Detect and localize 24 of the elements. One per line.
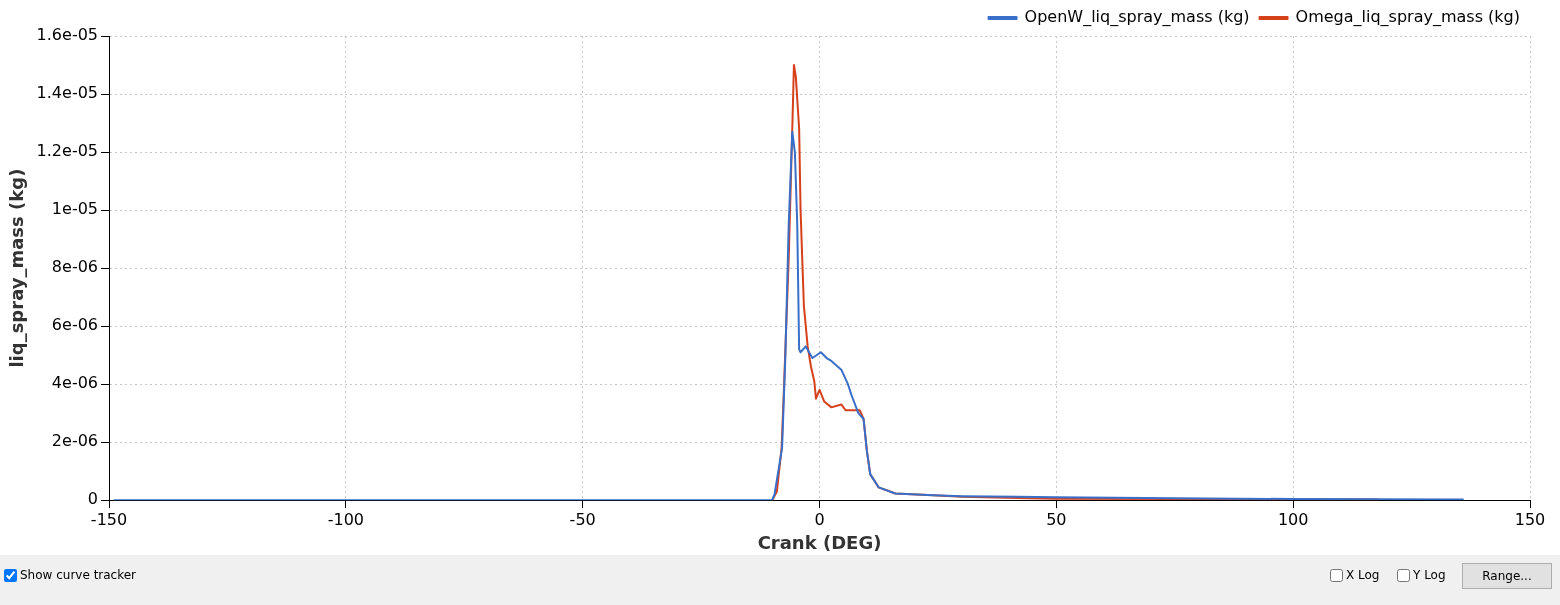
x-tick-label: 0 bbox=[814, 509, 825, 529]
y-tick-label: 2e-06 bbox=[51, 431, 99, 451]
y-axis-title: liq_spray_mass (kg) bbox=[6, 168, 28, 368]
y-tick-label: 1.2e-05 bbox=[36, 141, 99, 161]
y-tick-label: 6e-06 bbox=[51, 315, 99, 335]
text: Range... bbox=[1462, 563, 1552, 589]
y-tick-label: 1.6e-05 bbox=[36, 25, 99, 45]
x-tick-label: 150 bbox=[1514, 509, 1546, 529]
x-tick-label: -150 bbox=[90, 509, 128, 529]
y-tick-label: 1e-05 bbox=[51, 199, 99, 219]
x-tick-label: 100 bbox=[1277, 509, 1309, 529]
y-tick-label: 0 bbox=[87, 489, 99, 509]
x-tick-label: -50 bbox=[569, 509, 596, 529]
x-tick-label: -100 bbox=[327, 509, 365, 529]
text: X Log bbox=[1345, 568, 1380, 582]
y-tick-label: 1.4e-05 bbox=[36, 83, 99, 103]
text: Y Log bbox=[1412, 568, 1446, 582]
legend-label: Omega_liq_spray_mass (kg) bbox=[1295, 7, 1521, 28]
text: Show curve tracker bbox=[19, 568, 137, 582]
x-tick-label: 50 bbox=[1046, 509, 1067, 529]
x-axis-title: Crank (DEG) bbox=[757, 531, 882, 553]
y-tick-label: 4e-06 bbox=[51, 373, 99, 393]
legend-label: OpenW_liq_spray_mass (kg) bbox=[1024, 7, 1250, 28]
y-tick-label: 8e-06 bbox=[51, 257, 99, 277]
